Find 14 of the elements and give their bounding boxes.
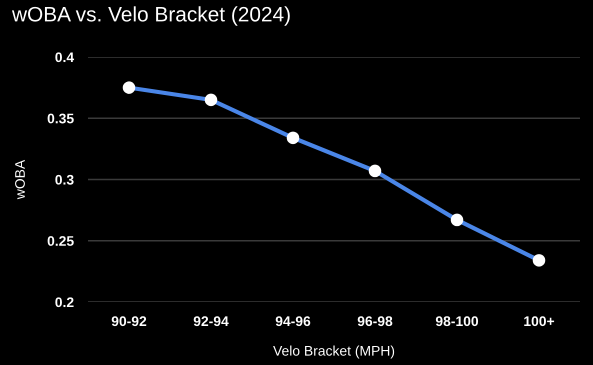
x-tick-label: 98-100 [436, 316, 478, 326]
x-tick-label: 96-98 [358, 316, 392, 326]
x-tick-label: 100+ [524, 316, 554, 326]
y-tick-label: 0.35 [48, 114, 74, 124]
y-tick-label: 0.2 [55, 297, 74, 308]
x-tick-label: 90-92 [112, 316, 146, 326]
y-tick-label: 0.25 [48, 236, 74, 246]
x-axis-title: Velo Bracket (MPH) [273, 346, 394, 358]
x-tick-label: 94-96 [276, 316, 310, 326]
x-tick-label: 92-94 [194, 316, 229, 326]
y-tick-label: 0.3 [55, 174, 74, 185]
chart-title: wOBA vs. Velo Bracket (2024) [12, 6, 290, 26]
y-tick-label: 0.4 [55, 52, 74, 62]
y-axis-title: wOBA [15, 160, 25, 200]
